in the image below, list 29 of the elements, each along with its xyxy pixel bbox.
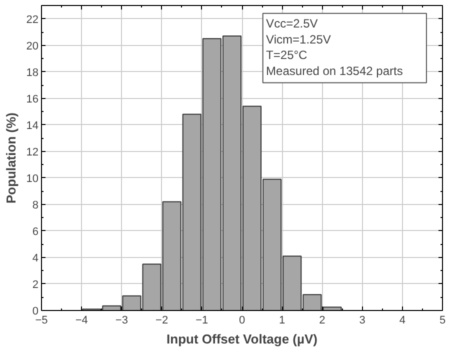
x-tick-label: 3	[359, 314, 366, 326]
y-tick-label: 10	[26, 172, 39, 185]
x-tick-label: −1	[196, 314, 208, 326]
annotation: T=25°C	[266, 48, 308, 62]
y-tick-label: 12	[26, 146, 39, 158]
x-tick-label: 0	[238, 314, 246, 326]
x-tick-label: −2	[156, 314, 168, 326]
y-tick-label: 8	[32, 199, 39, 212]
x-tick-label: −3	[115, 314, 128, 326]
y-tick-label: 2	[32, 278, 39, 291]
annotation: Vcc=2.5V	[266, 16, 318, 31]
x-tick-label: 2	[319, 314, 326, 326]
y-tick-label: 20	[26, 40, 39, 52]
y-axis-title: Population (%)	[3, 112, 18, 204]
y-tick-label: 4	[32, 252, 39, 264]
annotation: Measured on 13542 parts	[266, 64, 403, 78]
x-tick-label: 4	[399, 314, 406, 326]
y-tick-label: 22	[26, 14, 39, 26]
x-tick-label: 5	[439, 314, 446, 326]
y-tick-label: 6	[32, 226, 39, 238]
y-tick-label: 18	[26, 66, 39, 79]
x-axis-title: Input Offset Voltage (µV)	[166, 332, 318, 346]
x-tick-label: 1	[279, 314, 286, 326]
y-tick-label: 14	[26, 120, 39, 132]
y-tick-label: 16	[26, 93, 39, 106]
annotation: Vicm=1.25V	[266, 32, 331, 46]
y-tick-label: 0	[32, 306, 39, 318]
x-tick-label: −5	[35, 314, 48, 326]
x-tick-label: −4	[75, 314, 88, 326]
